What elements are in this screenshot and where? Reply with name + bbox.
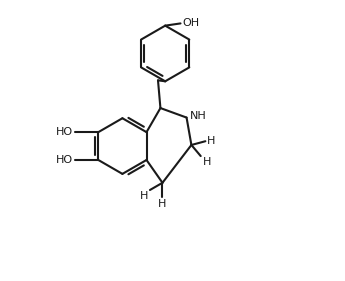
Text: OH: OH [183,19,200,28]
Text: H: H [158,199,167,209]
Text: H: H [140,191,148,201]
Text: H: H [207,136,216,146]
Text: HO: HO [56,127,73,137]
Text: H: H [203,157,211,167]
Text: HO: HO [56,155,73,165]
Text: NH: NH [190,111,207,121]
